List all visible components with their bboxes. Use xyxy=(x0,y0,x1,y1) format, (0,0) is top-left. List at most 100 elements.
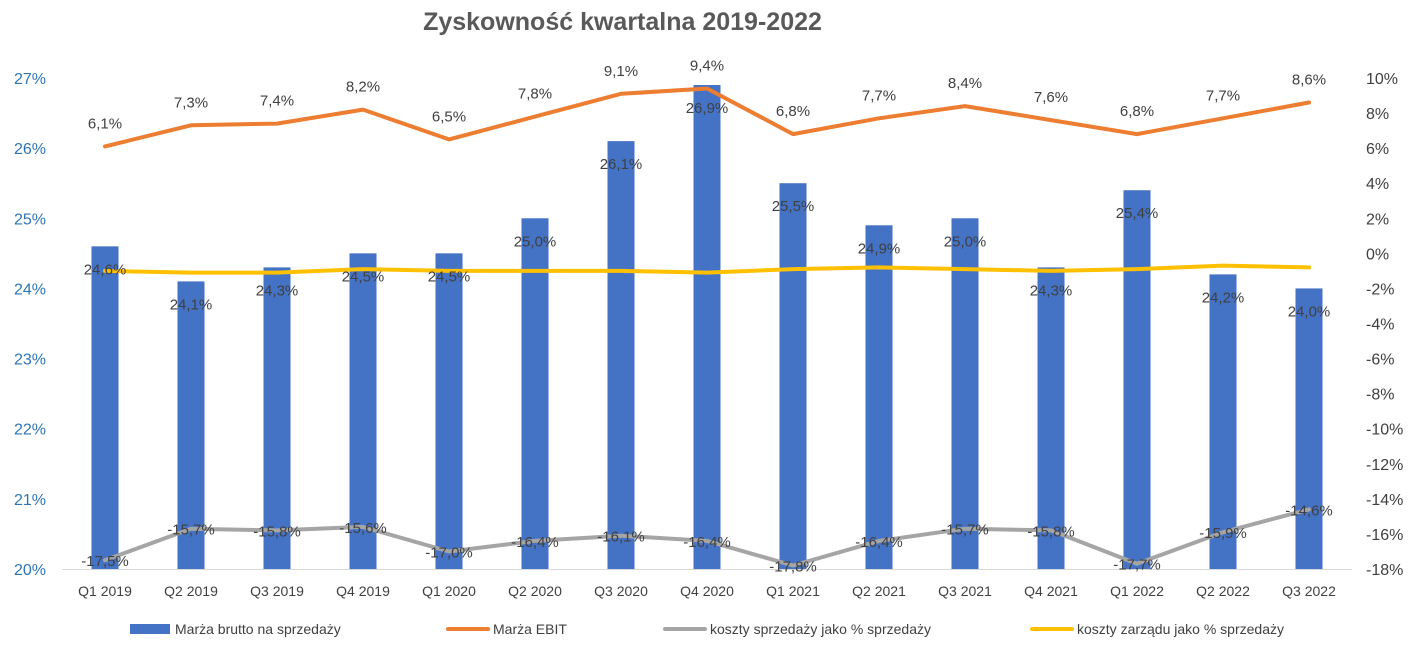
x-tick-label: Q3 2022 xyxy=(1282,583,1336,599)
x-tick-label: Q1 2019 xyxy=(78,583,132,599)
data-label: 24,9% xyxy=(858,240,901,257)
data-label: -15,8% xyxy=(1027,523,1075,540)
data-label: 26,9% xyxy=(686,100,729,117)
data-label: -14,6% xyxy=(1285,502,1333,519)
data-label: 24,5% xyxy=(428,268,471,285)
data-label: 8,6% xyxy=(1292,72,1326,89)
series-line xyxy=(103,263,1311,275)
x-tick-label: Q3 2019 xyxy=(250,583,304,599)
y-left-tick-label: 22% xyxy=(14,422,46,439)
bar xyxy=(1295,288,1323,569)
bar xyxy=(607,141,635,569)
data-label: 8,4% xyxy=(948,75,982,92)
data-label: 24,1% xyxy=(170,296,213,313)
bar xyxy=(693,85,721,569)
bar xyxy=(91,246,119,570)
y-right-tick-label: -6% xyxy=(1366,352,1394,369)
y-right-tick-label: -18% xyxy=(1366,562,1403,579)
y-left-tick-label: 24% xyxy=(14,281,46,298)
data-label: 24,2% xyxy=(1202,289,1245,306)
data-label: 8,2% xyxy=(346,79,380,96)
y-right-tick-label: -12% xyxy=(1366,457,1403,474)
bar xyxy=(349,253,377,569)
bar xyxy=(951,218,979,570)
series-line xyxy=(103,507,1311,568)
data-label: 9,4% xyxy=(690,58,724,75)
series-line xyxy=(103,86,1311,149)
data-label: 7,6% xyxy=(1034,89,1068,106)
data-label: 6,8% xyxy=(776,103,810,120)
bar xyxy=(263,267,291,569)
y-right-tick-label: 10% xyxy=(1366,71,1398,88)
data-label: 6,8% xyxy=(1120,103,1154,120)
data-label: 6,5% xyxy=(432,108,466,125)
x-tick-label: Q1 2022 xyxy=(1110,583,1164,599)
y-right-tick-label: -16% xyxy=(1366,527,1403,544)
bar xyxy=(865,225,893,570)
y-left-tick-label: 20% xyxy=(14,562,46,579)
legend-swatch xyxy=(130,624,170,634)
bar xyxy=(521,218,549,570)
data-label: -17,8% xyxy=(769,558,817,575)
data-label: -15,7% xyxy=(941,522,989,539)
data-label: -16,4% xyxy=(855,534,903,551)
y-right-tick-label: -10% xyxy=(1366,422,1403,439)
x-tick-label: Q4 2021 xyxy=(1024,583,1078,599)
data-label: 7,4% xyxy=(260,93,294,110)
bar xyxy=(779,183,807,569)
data-label: -15,6% xyxy=(339,520,387,537)
y-right-tick-label: 6% xyxy=(1366,141,1389,158)
data-label: -15,7% xyxy=(167,522,215,539)
bar xyxy=(1123,190,1151,569)
y-right-tick-label: 2% xyxy=(1366,211,1389,228)
x-tick-label: Q4 2020 xyxy=(680,583,734,599)
y-right-tick-label: -8% xyxy=(1366,387,1394,404)
y-right-tick-label: 8% xyxy=(1366,106,1389,123)
data-label: -16,1% xyxy=(597,529,645,546)
data-label: 25,4% xyxy=(1116,205,1159,222)
x-tick-label: Q1 2020 xyxy=(422,583,476,599)
data-label: 7,7% xyxy=(1206,87,1240,104)
y-left-tick-label: 26% xyxy=(14,141,46,158)
chart-title: Zyskowność kwartalna 2019-2022 xyxy=(423,8,822,36)
x-tick-label: Q2 2021 xyxy=(852,583,906,599)
data-label: 26,1% xyxy=(600,156,643,173)
y-right-tick-label: -14% xyxy=(1366,492,1403,509)
data-label: 6,1% xyxy=(88,115,122,132)
data-label: 24,6% xyxy=(84,261,127,278)
legend-label: koszty zarządu jako % sprzedaży xyxy=(1077,621,1284,637)
data-label: 24,5% xyxy=(342,268,385,285)
legend-label: koszty sprzedaży jako % sprzedaży xyxy=(710,621,931,637)
data-label: -17,7% xyxy=(1113,557,1161,574)
bar xyxy=(435,253,463,569)
y-left-tick-label: 23% xyxy=(14,352,46,369)
y-left-tick-label: 25% xyxy=(14,211,46,228)
data-label: 7,3% xyxy=(174,94,208,111)
y-right-tick-label: 0% xyxy=(1366,246,1389,263)
x-tick-label: Q1 2021 xyxy=(766,583,820,599)
data-label: 24,3% xyxy=(256,282,299,299)
data-label: 7,8% xyxy=(518,86,552,103)
y-right-tick-label: -2% xyxy=(1366,281,1394,298)
data-label: 24,0% xyxy=(1288,303,1331,320)
x-tick-label: Q2 2020 xyxy=(508,583,562,599)
y-right-tick-label: -4% xyxy=(1366,317,1394,334)
bar xyxy=(177,281,205,569)
data-label: 9,1% xyxy=(604,63,638,80)
data-label: -16,4% xyxy=(683,534,731,551)
data-label: 25,0% xyxy=(514,233,557,250)
x-tick-label: Q4 2019 xyxy=(336,583,390,599)
data-label: -15,9% xyxy=(1199,525,1247,542)
bar xyxy=(1037,267,1065,569)
x-tick-label: Q3 2021 xyxy=(938,583,992,599)
bar xyxy=(1209,274,1237,569)
x-tick-label: Q3 2020 xyxy=(594,583,648,599)
data-label: 25,0% xyxy=(944,233,987,250)
x-tick-label: Q2 2022 xyxy=(1196,583,1250,599)
x-tick-label: Q2 2019 xyxy=(164,583,218,599)
data-label: -17,5% xyxy=(81,553,129,570)
y-right-tick-label: 4% xyxy=(1366,176,1389,193)
y-left-tick-label: 27% xyxy=(14,71,46,88)
